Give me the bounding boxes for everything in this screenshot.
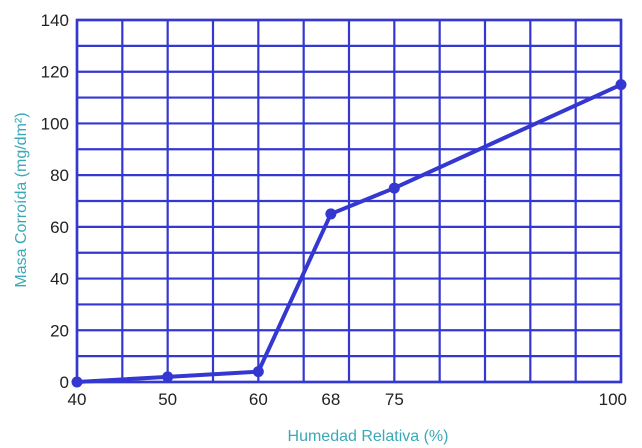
y-tick-label: 120 (41, 63, 69, 82)
y-tick-label: 140 (41, 11, 69, 30)
x-tick-label: 68 (321, 390, 340, 409)
x-axis-ticks: 40 50 60 68 75 100 (68, 390, 627, 409)
y-tick-label: 60 (50, 218, 69, 237)
data-point (325, 208, 336, 219)
x-tick-label: 40 (68, 390, 87, 409)
y-tick-label: 40 (50, 270, 69, 289)
y-tick-label: 20 (50, 321, 69, 340)
data-point (253, 366, 264, 377)
y-tick-label: 80 (50, 166, 69, 185)
x-axis-title: Humedad Relativa (%) (288, 428, 449, 445)
x-tick-label: 100 (599, 390, 627, 409)
data-point (616, 79, 627, 90)
data-point (389, 183, 400, 194)
x-tick-label: 75 (385, 390, 404, 409)
x-tick-label: 60 (249, 390, 268, 409)
data-point (162, 371, 173, 382)
y-tick-label: 100 (41, 114, 69, 133)
y-axis-title: Masa Corroída (mg/dm²) (13, 112, 30, 287)
x-tick-label: 50 (158, 390, 177, 409)
data-point (72, 377, 83, 388)
